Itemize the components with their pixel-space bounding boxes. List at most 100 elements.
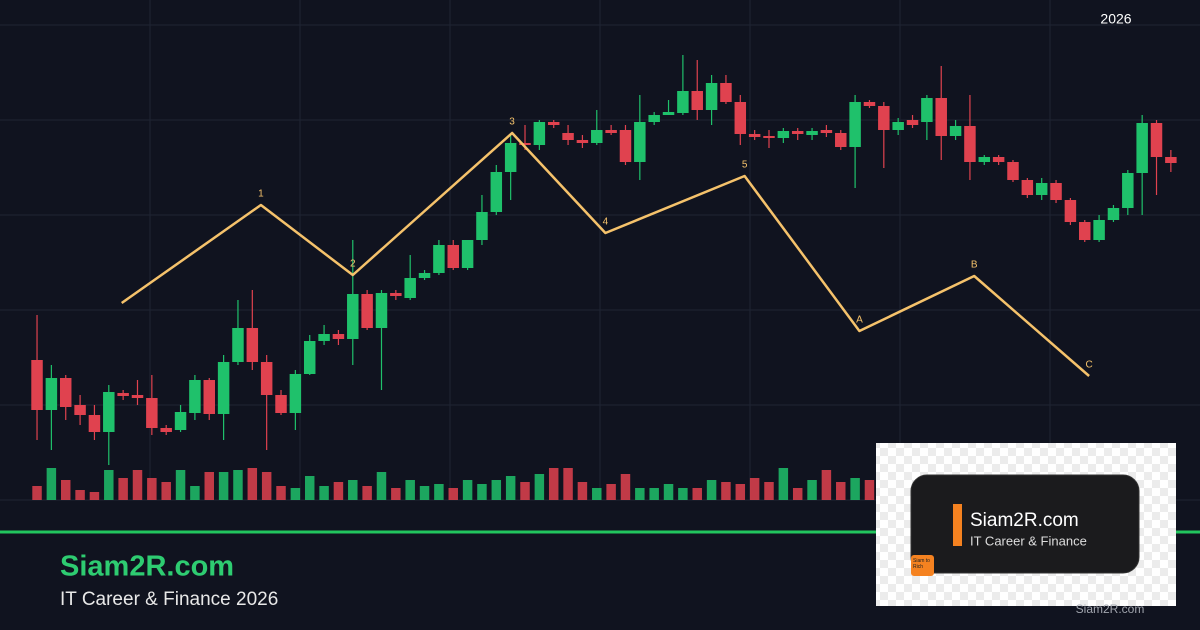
candle-body [131, 395, 144, 398]
candle-body [1107, 208, 1120, 220]
volume-bar [577, 482, 588, 500]
volume-bar [333, 482, 344, 500]
volume-bar [247, 468, 258, 500]
candle-body [303, 341, 316, 374]
candle-body [1093, 220, 1105, 240]
candle-body [476, 212, 488, 240]
candle-body [1050, 183, 1062, 200]
candle-body [791, 131, 804, 134]
volume-bar [477, 484, 487, 500]
candle-body [447, 245, 459, 268]
card: Siam2R.com IT Career & Finance Siam to R… [876, 443, 1176, 606]
candle-body [504, 143, 517, 172]
volume-bar [89, 492, 100, 500]
candle-body [103, 392, 115, 432]
volume-bar [606, 484, 616, 500]
volume-bar [749, 478, 760, 500]
candle-body [820, 130, 833, 133]
candle-body [662, 112, 675, 115]
candle-body [691, 91, 703, 110]
volume-bar [635, 488, 645, 500]
candle-body [1136, 123, 1148, 173]
year-label: 2026 [1100, 11, 1131, 27]
candle-body [619, 130, 632, 162]
volume-bar [290, 488, 301, 500]
volume-bar [405, 480, 415, 500]
brand-subtitle: IT Career & Finance 2026 [60, 589, 278, 610]
volume-bar [735, 484, 746, 500]
candle-body [547, 122, 560, 125]
volume-bar [649, 488, 659, 500]
volume-bar [376, 472, 387, 500]
candle-body [404, 278, 416, 298]
volume-bar [348, 480, 358, 500]
candle-body [59, 378, 72, 407]
candle-body [217, 362, 230, 414]
volume-bar [505, 476, 516, 500]
candle-body [533, 122, 546, 145]
candle-body [1064, 200, 1077, 222]
card-title: Siam2R.com [970, 510, 1079, 531]
candle-body [705, 83, 718, 110]
volume-bar [175, 470, 186, 500]
volume-bar [821, 470, 832, 500]
candle-body [921, 98, 933, 122]
candle-body [591, 130, 603, 143]
candle-body [246, 328, 259, 362]
volume-bar [147, 478, 157, 500]
volume-bar [132, 470, 143, 500]
candle-body [1150, 123, 1163, 157]
volume-bar [592, 488, 602, 500]
candle-body [189, 380, 201, 413]
volume-bar [692, 488, 702, 500]
candle-body [777, 131, 790, 138]
volume-bar [32, 486, 42, 500]
candle-body [935, 98, 947, 136]
candle-body [863, 102, 876, 106]
volume-bar [319, 486, 329, 500]
candle-body [806, 131, 818, 135]
candle-body [45, 378, 58, 410]
candle-body [677, 91, 689, 113]
candle-body [949, 126, 962, 136]
volume-bar [75, 490, 85, 500]
candle-body [318, 334, 330, 341]
candle-body [375, 293, 388, 328]
volume-bar [764, 482, 774, 500]
volume-bar [678, 488, 688, 500]
candle-body [289, 374, 302, 413]
candle-body [648, 115, 660, 122]
volume-bar [434, 484, 444, 500]
candle-body [1007, 162, 1019, 180]
candle-body [734, 102, 747, 134]
volume-bar [46, 468, 57, 500]
wave-label: C [1085, 360, 1092, 371]
candle-body [361, 294, 373, 328]
volume-bar [563, 468, 573, 500]
candle-body [849, 102, 861, 147]
candle-body [1165, 157, 1177, 163]
candle-body [433, 245, 445, 273]
candle-body [146, 398, 158, 428]
wave-line [120, 131, 1090, 377]
candle-body [174, 412, 187, 430]
candle-body [74, 405, 86, 415]
candle-body [461, 240, 474, 268]
card-accent [953, 504, 962, 546]
volume-bar [218, 472, 229, 500]
wave-label: 4 [603, 217, 609, 228]
candle-body [260, 362, 273, 395]
volume-bar [520, 482, 530, 500]
candle-body [835, 133, 847, 147]
candle-body [490, 172, 503, 212]
volume-bar [807, 480, 817, 500]
volume-bar [304, 476, 315, 500]
card-logo-text: Siam to Rich [913, 558, 930, 570]
candle-body [1035, 183, 1048, 195]
candle-body [978, 157, 991, 162]
volume-bar [836, 482, 846, 500]
candle-body [964, 126, 976, 162]
wave-label: 2 [350, 259, 356, 270]
